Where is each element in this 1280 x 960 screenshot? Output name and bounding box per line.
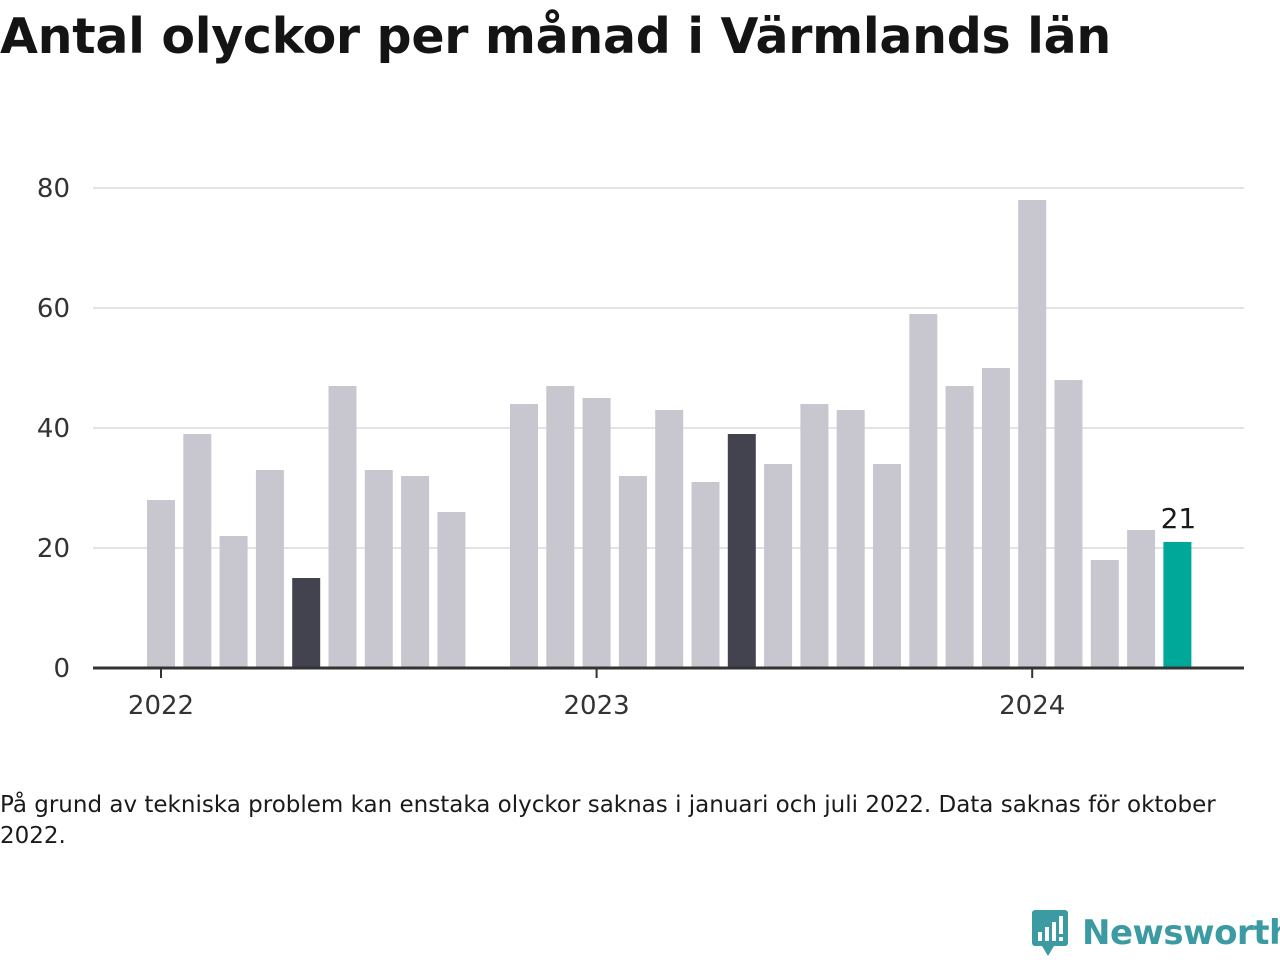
- bar: [1018, 200, 1047, 668]
- y-tick-label: 0: [53, 654, 70, 684]
- bar-chart: 0 20 40 60 80 2022 2023 2024 21: [37, 174, 1244, 721]
- chart-title: Antal olyckor per månad i Värmlands län: [0, 8, 1111, 65]
- bar: [546, 386, 575, 668]
- y-tick-label: 20: [37, 534, 70, 564]
- bar: [1054, 380, 1083, 668]
- data-labels: 21: [1161, 502, 1197, 535]
- bar: [691, 482, 720, 668]
- bar: [1090, 560, 1119, 668]
- bar: [836, 410, 865, 668]
- brand-name: Newsworthy: [1082, 913, 1280, 953]
- bar: [328, 386, 357, 668]
- bar: [764, 464, 793, 668]
- x-tick-label: 2022: [128, 691, 194, 721]
- bar: [981, 368, 1010, 668]
- y-tick-label: 80: [37, 174, 70, 204]
- bar: [147, 500, 175, 668]
- bar: [183, 434, 212, 668]
- y-tick-label: 60: [37, 294, 70, 324]
- bar: [655, 410, 684, 668]
- bar: [945, 386, 974, 668]
- x-axis-labels: 2022 2023 2024: [128, 668, 1065, 721]
- bar: [909, 314, 938, 668]
- bar: [800, 404, 829, 668]
- data-label: 21: [1161, 502, 1197, 535]
- bars: [147, 200, 1192, 668]
- y-axis-labels: 0 20 40 60 80: [37, 174, 70, 684]
- newsworthy-logo-icon: [1032, 910, 1068, 956]
- bar: [219, 536, 248, 668]
- bar: [364, 470, 393, 668]
- bar: [1127, 530, 1156, 668]
- x-tick-label: 2024: [999, 691, 1065, 721]
- y-tick-label: 40: [37, 414, 70, 444]
- bar: [873, 464, 901, 668]
- footnote: På grund av tekniska problem kan enstaka…: [0, 792, 1216, 849]
- x-tick-label: 2023: [564, 691, 630, 721]
- bar: [618, 476, 647, 668]
- bar: [1163, 542, 1192, 668]
- bar: [292, 578, 321, 668]
- brand-logo: Newsworthy: [1030, 908, 1280, 958]
- bar: [255, 470, 284, 668]
- bar: [582, 398, 611, 668]
- bar: [437, 512, 466, 668]
- bar: [727, 434, 756, 668]
- bar: [401, 476, 430, 668]
- bar: [510, 404, 538, 668]
